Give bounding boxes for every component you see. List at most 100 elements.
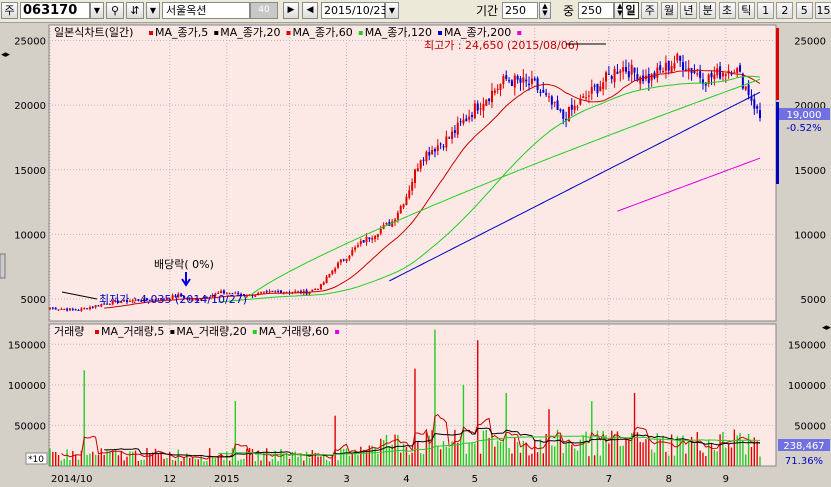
candle-body bbox=[143, 298, 146, 302]
candle-body bbox=[647, 73, 650, 84]
candle-body bbox=[322, 282, 325, 285]
candle-body bbox=[613, 68, 616, 82]
period-button-6[interactable]: 틱 bbox=[737, 2, 755, 19]
sort-icon[interactable]: ⇵ bbox=[126, 2, 144, 19]
period-button-7[interactable]: 1 bbox=[757, 2, 775, 19]
ma-pink-line bbox=[617, 157, 761, 212]
count-input[interactable]: 250 bbox=[578, 2, 614, 19]
candle-body bbox=[123, 299, 126, 302]
candle-body bbox=[496, 88, 499, 90]
date-dropdown-arrow-icon[interactable]: ▼ bbox=[385, 2, 399, 19]
candle-body bbox=[114, 300, 117, 302]
date-tick-label: 2014/10 bbox=[51, 474, 93, 485]
candle-body bbox=[721, 72, 724, 77]
candle-body bbox=[137, 299, 140, 301]
period-button-0[interactable]: 일 bbox=[622, 2, 639, 19]
legend-swatch bbox=[214, 31, 219, 35]
candle-body bbox=[633, 67, 636, 73]
stock-name-field[interactable]: 서울옥션 bbox=[162, 2, 250, 19]
candle-body bbox=[579, 99, 582, 105]
candle-body bbox=[328, 274, 331, 278]
candle-body bbox=[570, 104, 573, 110]
candle-body bbox=[362, 240, 365, 243]
legend-label: MA_종가,20 bbox=[220, 26, 280, 39]
stock-code-input[interactable]: 063170 bbox=[20, 2, 90, 19]
legend-swatch bbox=[286, 31, 291, 35]
candle-body bbox=[439, 143, 442, 145]
candle-body bbox=[553, 102, 556, 104]
candle-body bbox=[222, 290, 225, 294]
name-badge: 40 bbox=[250, 2, 278, 19]
candle-body bbox=[354, 247, 357, 250]
period-button-5[interactable]: 초 bbox=[718, 2, 736, 19]
price-chart-title: 일본식차트(일간) bbox=[54, 25, 133, 39]
candle-body bbox=[724, 74, 727, 76]
candle-body bbox=[704, 82, 707, 86]
candle-body bbox=[128, 301, 131, 303]
candle-body bbox=[599, 86, 602, 91]
candle-body bbox=[436, 145, 439, 151]
legend-label: MA_종가,200 bbox=[444, 26, 511, 39]
candle-body bbox=[103, 303, 106, 305]
down-scale-bar bbox=[776, 102, 779, 184]
mode-toggle-button[interactable]: 주 bbox=[1, 2, 18, 19]
prev-arrow-icon[interactable]: ◀ bbox=[302, 2, 318, 19]
pane-resize-icon[interactable]: ◂▸ bbox=[822, 323, 831, 333]
price-axis: 5000 5000 10000 10000 15000 15000 20000 20000 25… bbox=[14, 37, 826, 307]
candle-body bbox=[217, 292, 220, 294]
candle-body bbox=[83, 308, 86, 310]
period-button-3[interactable]: 년 bbox=[679, 2, 697, 19]
candle-body bbox=[54, 307, 57, 310]
candle-body bbox=[545, 93, 548, 95]
candle-body bbox=[736, 68, 739, 73]
period-button-8[interactable]: 2 bbox=[776, 2, 794, 19]
candle-body bbox=[74, 309, 77, 311]
period-button-4[interactable]: 분 bbox=[699, 2, 717, 19]
next-arrow-icon[interactable]: ▶ bbox=[283, 2, 299, 19]
candle-body bbox=[622, 67, 625, 72]
candle-body bbox=[733, 71, 736, 73]
period-button-9[interactable]: 5 bbox=[795, 2, 813, 19]
period-button-10[interactable]: 15 bbox=[815, 2, 831, 19]
period-button-1[interactable]: 주 bbox=[641, 2, 659, 19]
price-legend: MA_종가,5 MA_종가,20 MA_종가,60 MA_종가,120 MA_종가,20… bbox=[149, 26, 522, 39]
left-splitter-handle[interactable] bbox=[0, 253, 6, 279]
period-input[interactable]: 250 bbox=[502, 2, 538, 19]
scroll-left-icon[interactable]: ◂▸ bbox=[1, 50, 11, 60]
candle-body bbox=[596, 83, 599, 94]
code-dropdown-arrow-icon[interactable]: ▼ bbox=[90, 2, 104, 19]
candle-body bbox=[80, 308, 83, 311]
candle-body bbox=[602, 82, 605, 90]
candle-body bbox=[154, 299, 157, 301]
date-input[interactable]: 2015/10/23 bbox=[321, 2, 387, 19]
sort-dropdown-arrow-icon[interactable]: ▼ bbox=[146, 2, 160, 19]
candle-body bbox=[194, 299, 197, 301]
legend-swatch bbox=[438, 31, 443, 35]
search-icon[interactable]: ⚲ bbox=[106, 2, 124, 19]
volume-unit: *10 bbox=[28, 455, 44, 465]
date-axis: 2014/10 12 2015 2 3 4 5 6 7 8 9 bbox=[51, 474, 729, 485]
period-button-2[interactable]: 월 bbox=[660, 2, 678, 19]
candle-body bbox=[391, 221, 394, 227]
candle-body bbox=[482, 104, 485, 111]
period-spinner-icon[interactable]: ▲ ▼ bbox=[539, 2, 551, 19]
price-tick-left: 5000 bbox=[21, 295, 46, 306]
candle-body bbox=[528, 83, 531, 86]
candle-body bbox=[693, 70, 696, 73]
candle-body bbox=[696, 73, 699, 75]
candle-body bbox=[513, 75, 516, 88]
volume-tick-left: 150000 bbox=[8, 340, 46, 351]
candle-body bbox=[242, 294, 245, 296]
candle-body bbox=[605, 72, 608, 82]
volume-tick-left: 100000 bbox=[8, 381, 46, 392]
candle-body bbox=[539, 91, 542, 93]
candle-body bbox=[94, 305, 97, 308]
candle-body bbox=[325, 276, 328, 284]
candle-body bbox=[701, 79, 704, 85]
volume-legend: MA_거래량,5 MA_거래량,20 MA_거래량,60 bbox=[95, 325, 340, 338]
candle-body bbox=[593, 85, 596, 87]
candle-body bbox=[140, 300, 143, 302]
candle-body bbox=[211, 295, 214, 297]
price-pane bbox=[48, 24, 777, 322]
